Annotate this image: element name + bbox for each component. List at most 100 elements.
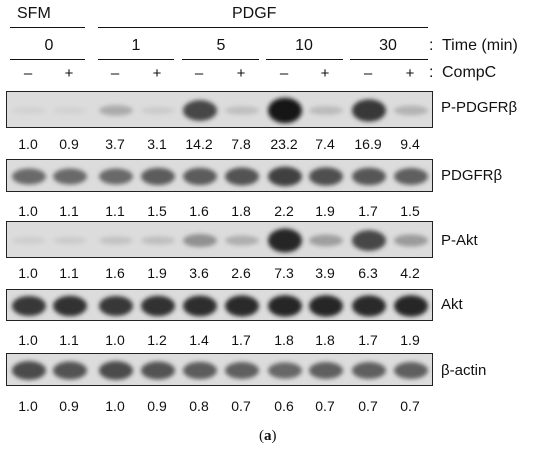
blot-panel-4: [6, 289, 433, 321]
band-lane-3: [99, 295, 133, 317]
time-underline-30: [350, 59, 428, 60]
densitometry-value: 7.4: [315, 136, 335, 152]
blot-panel-3: [6, 221, 433, 258]
densitometry-value: 7.8: [231, 136, 251, 152]
densitometry-value: 0.8: [189, 398, 209, 414]
band-lane-5: [183, 361, 217, 380]
densitometry-value: 1.0: [105, 398, 125, 414]
densitometry-value: 0.7: [231, 398, 251, 414]
band-lane-1: [12, 361, 46, 380]
densitometry-value: 1.7: [358, 332, 378, 348]
protein-label: P-Akt: [441, 232, 478, 249]
caption-letter: a: [264, 428, 272, 444]
densitometry-value: 1.1: [59, 203, 79, 219]
band-lane-7: [268, 295, 302, 317]
compc-sign-lane-8: +: [320, 65, 330, 82]
densitometry-value: 1.0: [105, 332, 125, 348]
compc-sign-lane-2: +: [64, 65, 74, 82]
band-lane-8: [309, 362, 343, 379]
band-lane-4: [141, 236, 175, 245]
band-lane-7: [268, 166, 302, 187]
protein-label: P-PDGFRβ: [441, 99, 518, 116]
group-underline-pdgf: [98, 27, 428, 28]
band-lane-9: [352, 230, 386, 251]
densitometry-value: 1.1: [59, 332, 79, 348]
densitometry-value: 1.9: [147, 265, 167, 281]
band-lane-4: [141, 295, 175, 317]
time-label-0: 0: [44, 37, 54, 54]
blot-image: [7, 290, 432, 320]
band-lane-7: [268, 228, 302, 253]
figure-caption: (a): [259, 428, 277, 445]
densitometry-value: 1.7: [358, 203, 378, 219]
compc-sign-lane-9: –: [363, 65, 373, 82]
compc-sign-lane-6: +: [236, 65, 246, 82]
caption-paren-close: ): [271, 428, 277, 444]
densitometry-value: 14.2: [185, 136, 213, 152]
densitometry-value: 4.2: [400, 265, 420, 281]
densitometry-value: 1.4: [189, 332, 209, 348]
densitometry-value: 1.5: [400, 203, 420, 219]
compc-colon: :: [429, 64, 434, 81]
densitometry-value: 3.6: [189, 265, 209, 281]
band-lane-3: [99, 105, 133, 116]
compc-sign-lane-4: +: [152, 65, 162, 82]
densitometry-value: 7.3: [274, 265, 294, 281]
band-lane-10: [394, 295, 428, 317]
group-label-pdgf: PDGF: [232, 5, 277, 22]
band-lane-10: [394, 362, 428, 379]
time-label-30: 30: [379, 37, 397, 54]
band-lane-8: [309, 295, 343, 317]
densitometry-value: 23.2: [270, 136, 298, 152]
time-axis-label: Time (min): [442, 37, 518, 54]
densitometry-value: 16.9: [354, 136, 382, 152]
blot-image: [7, 354, 432, 385]
band-lane-4: [141, 167, 175, 186]
band-lane-1: [12, 107, 46, 114]
band-lane-4: [141, 361, 175, 380]
densitometry-value: 1.6: [189, 203, 209, 219]
band-lane-5: [183, 295, 217, 317]
band-lane-10: [394, 234, 428, 247]
densitometry-value: 0.7: [400, 398, 420, 414]
band-lane-7: [268, 97, 302, 124]
time-label-10: 10: [295, 37, 313, 54]
blot-image: [7, 160, 432, 191]
compc-sign-lane-3: –: [110, 65, 120, 82]
densitometry-value: 0.9: [59, 136, 79, 152]
band-lane-7: [268, 362, 302, 379]
densitometry-value: 0.7: [315, 398, 335, 414]
group-label-sfm: SFM: [17, 5, 51, 22]
band-lane-6: [225, 235, 259, 246]
densitometry-value: 2.6: [231, 265, 251, 281]
band-lane-9: [352, 167, 386, 186]
band-lane-9: [352, 295, 386, 317]
band-lane-1: [12, 295, 46, 317]
time-underline-10: [266, 59, 343, 60]
densitometry-value: 1.0: [18, 203, 38, 219]
time-label-1: 1: [131, 37, 141, 54]
band-lane-5: [183, 167, 217, 186]
densitometry-value: 1.2: [147, 332, 167, 348]
compc-sign-lane-1: –: [23, 65, 33, 82]
time-underline-0: [10, 59, 85, 60]
blot-panel-1: [6, 91, 433, 128]
band-lane-2: [53, 361, 87, 380]
densitometry-value: 0.9: [147, 398, 167, 414]
densitometry-value: 1.1: [59, 265, 79, 281]
band-lane-6: [225, 167, 259, 186]
densitometry-value: 0.9: [59, 398, 79, 414]
densitometry-value: 1.9: [400, 332, 420, 348]
time-label-5: 5: [216, 37, 226, 54]
band-lane-3: [99, 361, 133, 380]
densitometry-value: 2.2: [274, 203, 294, 219]
compc-sign-lane-5: –: [194, 65, 204, 82]
densitometry-value: 3.1: [147, 136, 167, 152]
densitometry-value: 0.7: [358, 398, 378, 414]
band-lane-1: [12, 168, 46, 185]
densitometry-value: 1.8: [315, 332, 335, 348]
band-lane-4: [141, 106, 175, 115]
band-lane-3: [99, 168, 133, 185]
time-underline-5: [182, 59, 259, 60]
densitometry-value: 1.7: [231, 332, 251, 348]
